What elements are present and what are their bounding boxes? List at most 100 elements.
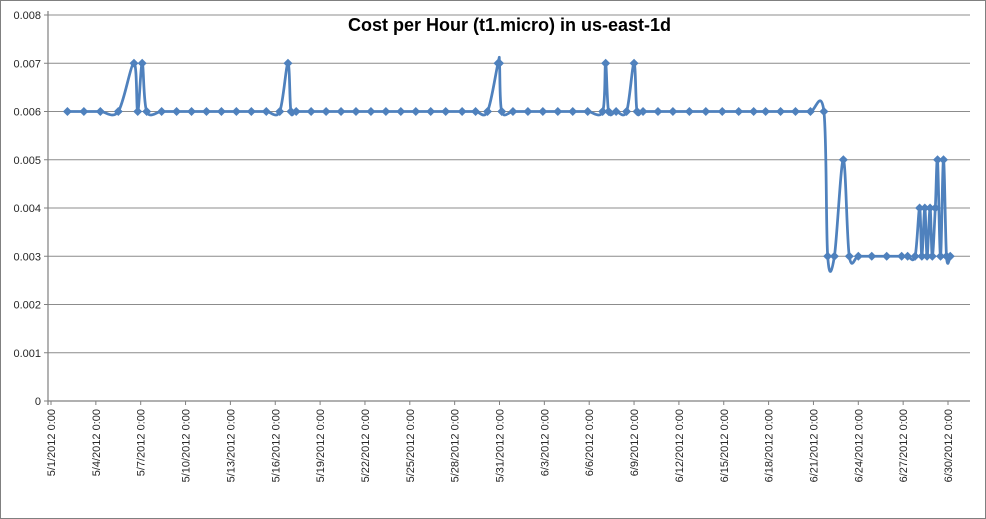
data-point-marker (142, 107, 152, 116)
data-point-marker (441, 107, 451, 116)
data-point-marker (927, 251, 937, 261)
y-tick-label: 0.006 (13, 107, 41, 119)
data-point-marker (632, 107, 642, 116)
data-point-marker (917, 251, 927, 261)
x-tick-label: 5/10/2012 0:00 (181, 409, 193, 482)
data-point-marker (483, 107, 493, 116)
data-point-marker (508, 107, 518, 116)
data-point-marker (201, 107, 211, 116)
y-tick-label: 0.002 (13, 300, 41, 312)
data-point-marker (882, 251, 892, 261)
data-point-marker (638, 107, 648, 116)
data-point-marker (157, 107, 167, 116)
data-point-marker (275, 107, 285, 116)
x-tick-label: 5/28/2012 0:00 (450, 409, 462, 482)
data-point-marker (129, 58, 139, 68)
data-point-marker (523, 107, 533, 116)
data-point-marker (622, 107, 632, 116)
y-tick-label: 0.008 (13, 10, 41, 22)
data-point-marker (79, 107, 89, 116)
data-point-marker (936, 251, 946, 261)
y-tick-label: 0.001 (13, 348, 41, 360)
data-point-marker (939, 155, 949, 165)
x-tick-label: 5/13/2012 0:00 (225, 409, 237, 482)
data-point-marker (910, 251, 920, 261)
data-point-marker (396, 107, 406, 116)
data-point-marker (366, 107, 376, 116)
y-tick-label: 0.004 (13, 203, 41, 215)
data-point-marker (231, 107, 241, 116)
data-point-marker (903, 251, 913, 261)
data-point-marker (321, 107, 331, 116)
data-point-marker (791, 107, 801, 116)
data-point-marker (776, 107, 786, 116)
data-point-marker (411, 107, 421, 116)
data-point-marker (844, 251, 854, 261)
data-point-marker (749, 107, 759, 116)
data-point-marker (216, 107, 226, 116)
data-point-marker (897, 251, 907, 261)
x-tick-label: 5/4/2012 0:00 (91, 409, 103, 476)
data-point-marker (601, 58, 611, 68)
data-point-marker (611, 107, 621, 116)
data-point-marker (915, 203, 925, 213)
x-tick-label: 5/31/2012 0:00 (495, 409, 507, 482)
data-point-marker (306, 107, 316, 116)
data-point-marker (761, 107, 771, 116)
data-point-marker (62, 107, 72, 116)
x-tick-label: 5/25/2012 0:00 (405, 409, 417, 482)
y-tick-label: 0.005 (13, 155, 41, 167)
x-tick-label: 5/1/2012 0:00 (46, 409, 58, 476)
data-point-marker (734, 107, 744, 116)
x-tick-label: 6/21/2012 0:00 (808, 409, 820, 482)
data-point-marker (867, 251, 877, 261)
x-tick-label: 6/30/2012 0:00 (943, 409, 955, 482)
data-point-marker (629, 58, 639, 68)
data-point-marker (598, 107, 608, 116)
data-point-marker (426, 107, 436, 116)
data-point-marker (246, 107, 256, 116)
data-point-marker (583, 107, 593, 116)
y-tick-label: 0.007 (13, 58, 41, 70)
x-tick-label: 5/22/2012 0:00 (360, 409, 372, 482)
data-point-marker (838, 155, 848, 165)
data-point-marker (819, 107, 829, 116)
data-point-marker (701, 107, 711, 116)
data-point-marker (261, 107, 271, 116)
data-point-marker (805, 107, 815, 116)
x-tick-label: 6/18/2012 0:00 (764, 409, 776, 482)
data-point-marker (113, 107, 123, 116)
data-point-marker (684, 107, 694, 116)
chart-title: Cost per Hour (t1.micro) in us-east-1d (347, 15, 672, 35)
data-point-marker (829, 251, 839, 261)
data-point-marker (668, 107, 678, 116)
data-point-marker (137, 58, 147, 68)
data-point-marker (945, 251, 955, 261)
data-point-marker (95, 107, 105, 116)
x-tick-label: 5/19/2012 0:00 (315, 409, 327, 482)
data-point-marker (604, 107, 614, 116)
data-point-marker (336, 107, 346, 116)
y-tick-label: 0.003 (13, 251, 41, 263)
series-line (66, 55, 952, 273)
data-point-marker (187, 107, 197, 116)
data-point-marker (495, 58, 504, 68)
data-point-marker (381, 107, 391, 116)
x-tick-label: 6/15/2012 0:00 (719, 409, 731, 482)
x-tick-label: 6/24/2012 0:00 (853, 409, 865, 482)
data-point-marker (291, 107, 301, 116)
x-tick-label: 6/3/2012 0:00 (539, 409, 551, 476)
data-point-marker (920, 203, 930, 213)
data-point-marker (930, 203, 940, 213)
data-point-marker (553, 107, 563, 116)
data-point-marker (653, 107, 663, 116)
data-point-marker (717, 107, 727, 116)
x-tick-label: 5/7/2012 0:00 (136, 409, 148, 476)
x-tick-label: 6/6/2012 0:00 (584, 409, 596, 476)
data-point-marker (351, 107, 361, 116)
x-tick-label: 5/16/2012 0:00 (270, 409, 282, 482)
data-point-marker (172, 107, 182, 116)
data-point-marker (286, 107, 296, 116)
